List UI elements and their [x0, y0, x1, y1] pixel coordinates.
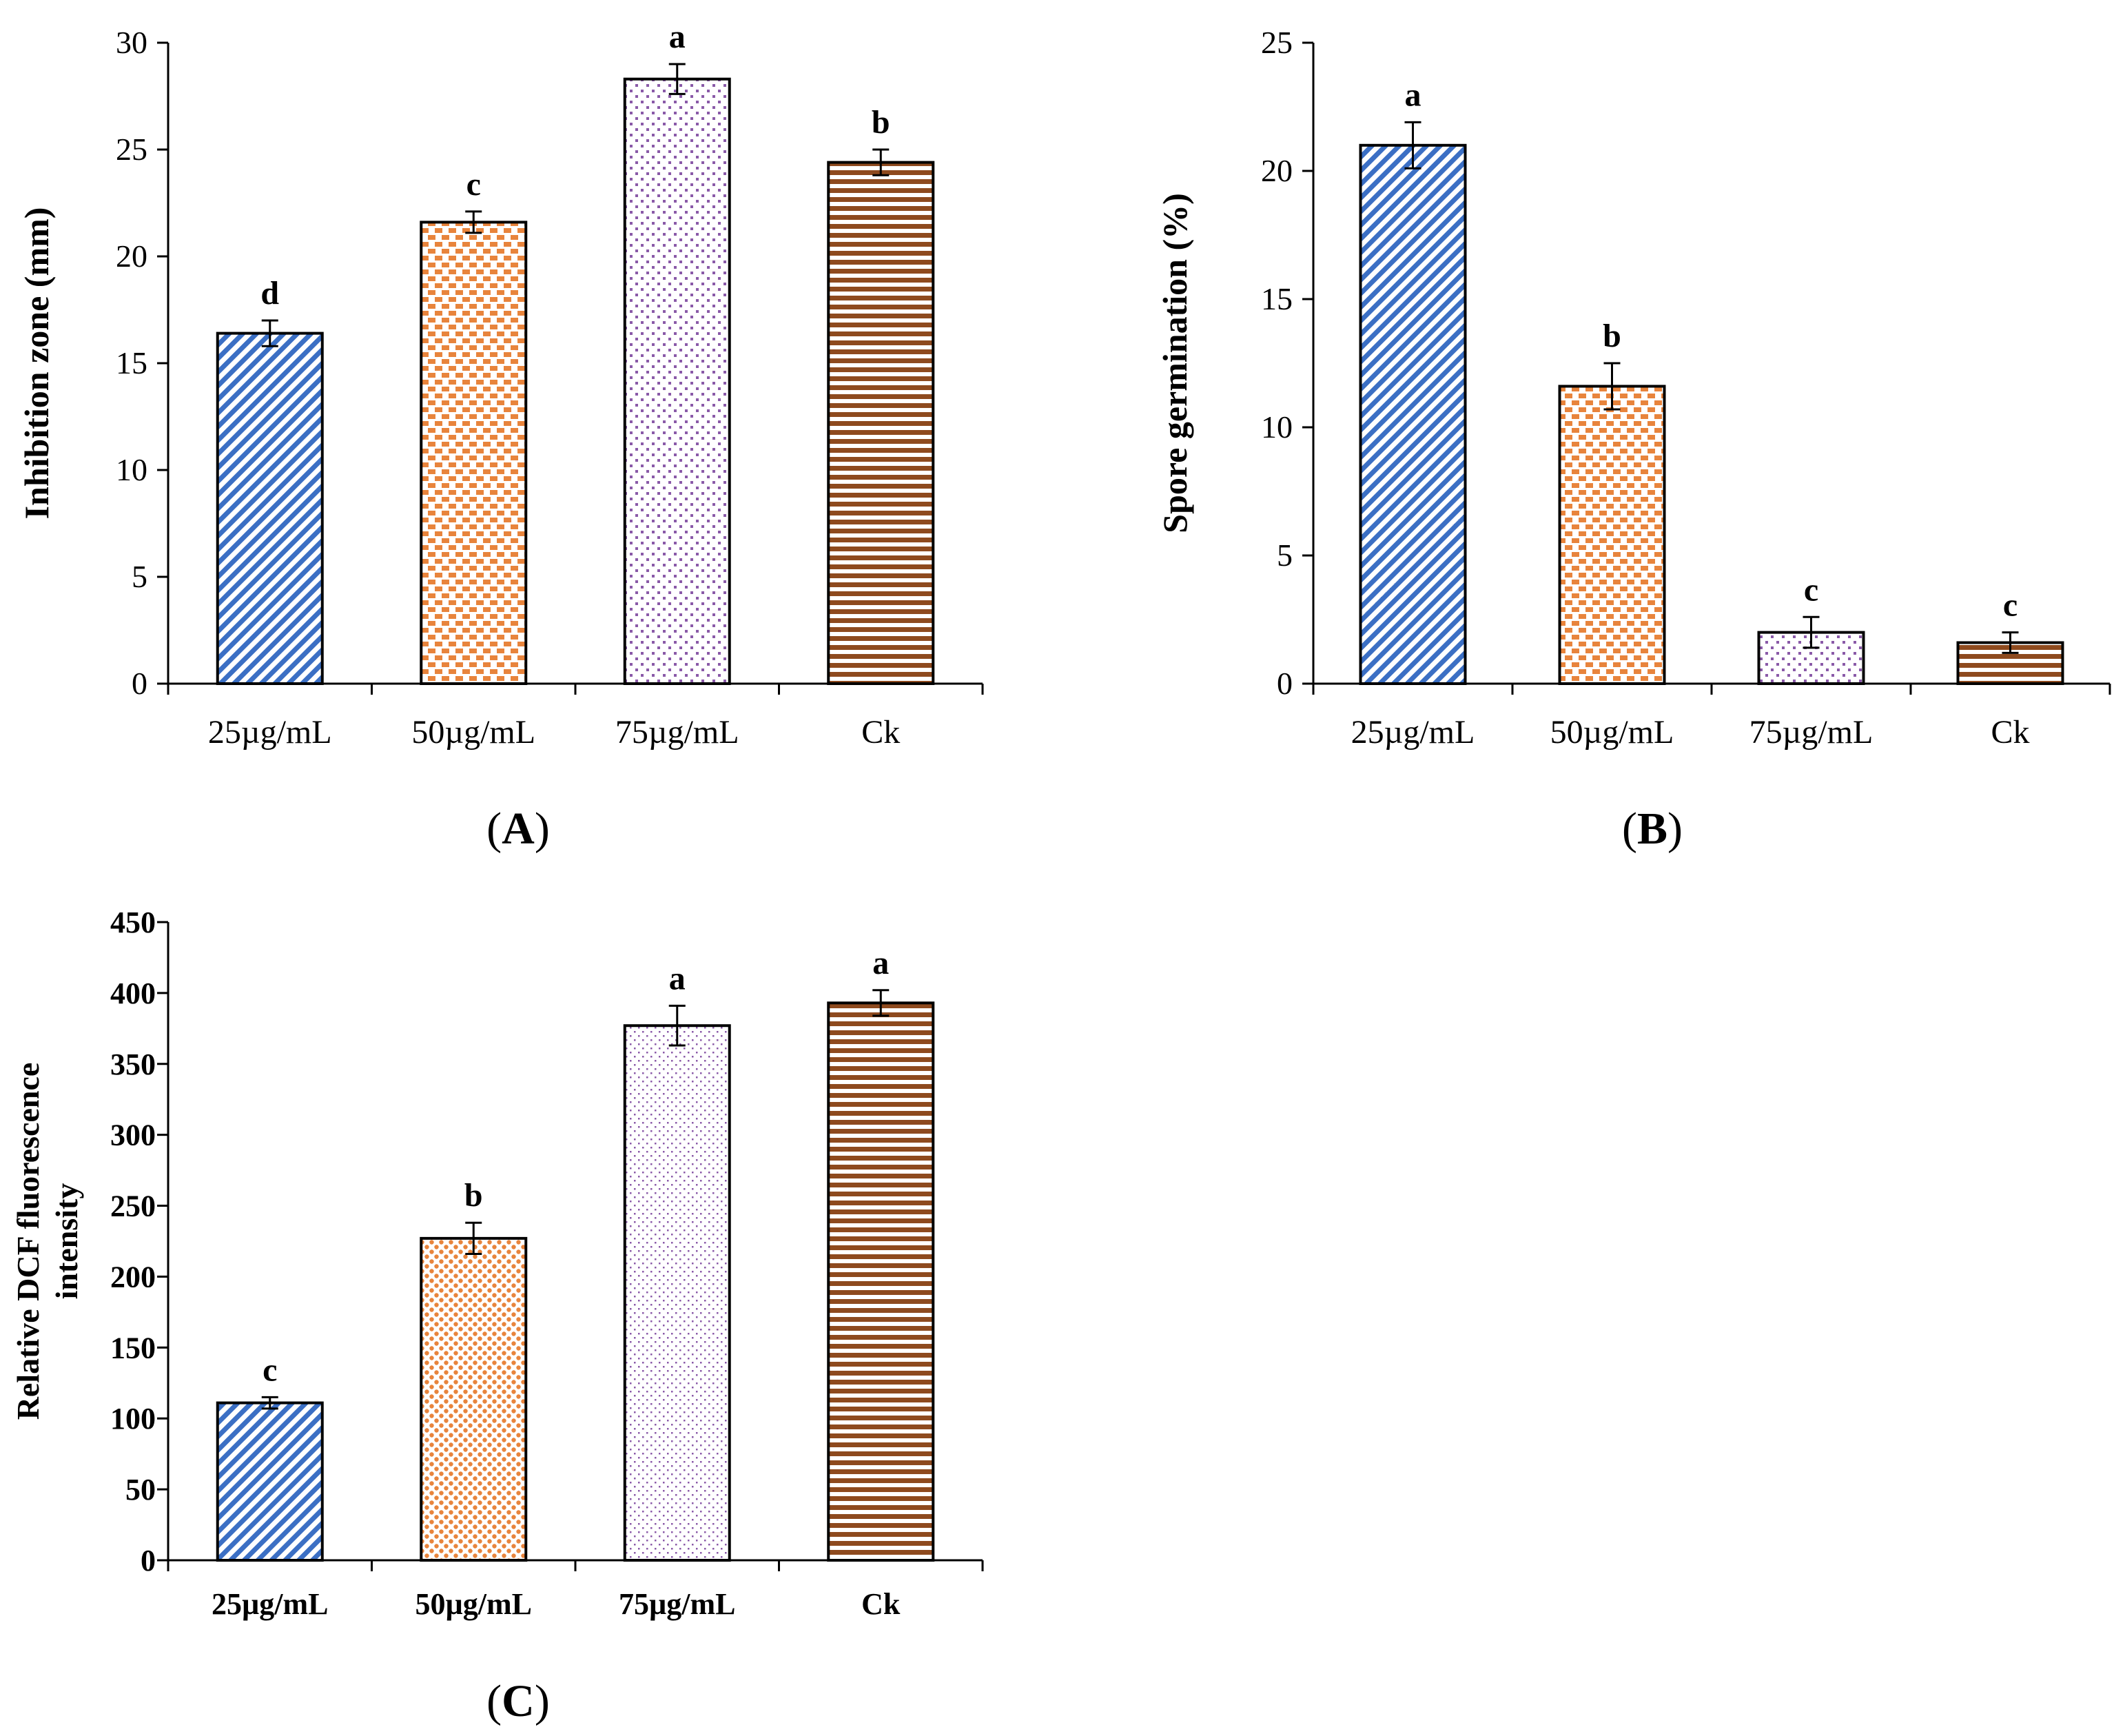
y-axis-title: Inhibition zone (mm) [17, 207, 56, 520]
x-category-label: 75µg/mL [1749, 714, 1874, 750]
y-tick-label: 10 [1261, 409, 1293, 445]
significance-label: a [669, 960, 686, 997]
x-category-label: 25µg/mL [1351, 714, 1475, 750]
y-tick-label: 50 [125, 1473, 156, 1507]
bar-c-4 [827, 1001, 935, 1562]
panel-label-c: (C) [486, 1676, 550, 1726]
y-tick-label: 15 [1261, 281, 1293, 316]
bar-b-2 [1558, 385, 1666, 685]
chart-panel-b: 0 5 10 15 20 25 a 25µg/mL b 50µg/mL c 75µg/mL c Ck Spo… [1156, 25, 2111, 854]
significance-label: c [466, 166, 481, 203]
x-category-label: Ck [861, 714, 900, 750]
x-category-label: 50µg/mL [411, 714, 535, 750]
bar-b-1 [1359, 143, 1467, 686]
y-axis-title-line: Relative DCF fluorescence [10, 1063, 45, 1420]
y-tick-label: 0 [141, 1544, 156, 1577]
bar-a-3 [623, 77, 731, 685]
y-tick-label: 200 [110, 1260, 156, 1294]
x-category-label: 75µg/mL [615, 714, 739, 750]
y-axis-title: Spore germination (%) [1156, 193, 1194, 533]
bar-a-2 [420, 221, 528, 685]
panel-label-a: (A) [486, 804, 550, 854]
significance-label: d [260, 275, 279, 312]
y-axis-title-line: intensity [49, 1183, 84, 1300]
panel-label-b: (B) [1622, 804, 1683, 854]
x-category-label: Ck [1991, 714, 2029, 750]
chart-panel-a: 0 5 10 15 20 25 30 d 25µg/mL c 50µg/mL a 75µg/mL b Ck I… [17, 19, 984, 854]
significance-label: c [1804, 571, 1818, 608]
y-tick-label: 300 [110, 1119, 156, 1152]
y-tick-label: 0 [132, 666, 147, 701]
y-axis-title: Relative DCF fluorescence intensity [10, 1063, 84, 1420]
y-tick-label: 25 [1261, 25, 1293, 60]
y-tick-label: 5 [132, 559, 147, 594]
significance-label: c [263, 1351, 277, 1388]
y-tick-label: 15 [116, 345, 147, 380]
bar-c-1 [216, 1401, 324, 1562]
bar-a-4 [827, 161, 935, 686]
y-tick-label: 450 [110, 906, 156, 939]
x-category-label: 50µg/mL [1550, 714, 1674, 750]
y-tick-label: 400 [110, 977, 156, 1010]
x-category-label: 50µg/mL [415, 1587, 532, 1621]
y-tick-label: 150 [110, 1331, 156, 1365]
y-tick-label: 5 [1277, 538, 1293, 573]
chart-panel-c: 0 50 100 150 200 250 300 350 400 450 c 25µg/mL b 50µg… [10, 906, 984, 1726]
x-category-label: Ck [861, 1587, 901, 1621]
y-tick-label: 25 [116, 132, 147, 167]
x-category-label: 25µg/mL [212, 1587, 329, 1621]
y-tick-label: 30 [116, 25, 147, 60]
bar-a-1 [216, 331, 324, 685]
y-tick-label: 0 [1277, 666, 1293, 701]
significance-label: b [872, 104, 890, 141]
y-tick-label: 20 [1261, 153, 1293, 188]
significance-label: a [1405, 76, 1421, 113]
significance-label: c [2003, 587, 2018, 624]
significance-label: b [464, 1177, 483, 1214]
y-tick-label: 20 [116, 238, 147, 274]
bar-c-2 [420, 1236, 528, 1562]
significance-label: b [1603, 318, 1621, 354]
x-category-label: 25µg/mL [208, 714, 332, 750]
y-tick-label: 350 [110, 1048, 156, 1081]
significance-label: a [669, 19, 686, 55]
y-tick-label: 10 [116, 452, 147, 487]
y-tick-label: 250 [110, 1189, 156, 1223]
y-tick-label: 100 [110, 1402, 156, 1436]
significance-label: a [872, 945, 889, 981]
x-category-label: 75µg/mL [619, 1587, 736, 1621]
bar-c-3 [623, 1024, 731, 1562]
